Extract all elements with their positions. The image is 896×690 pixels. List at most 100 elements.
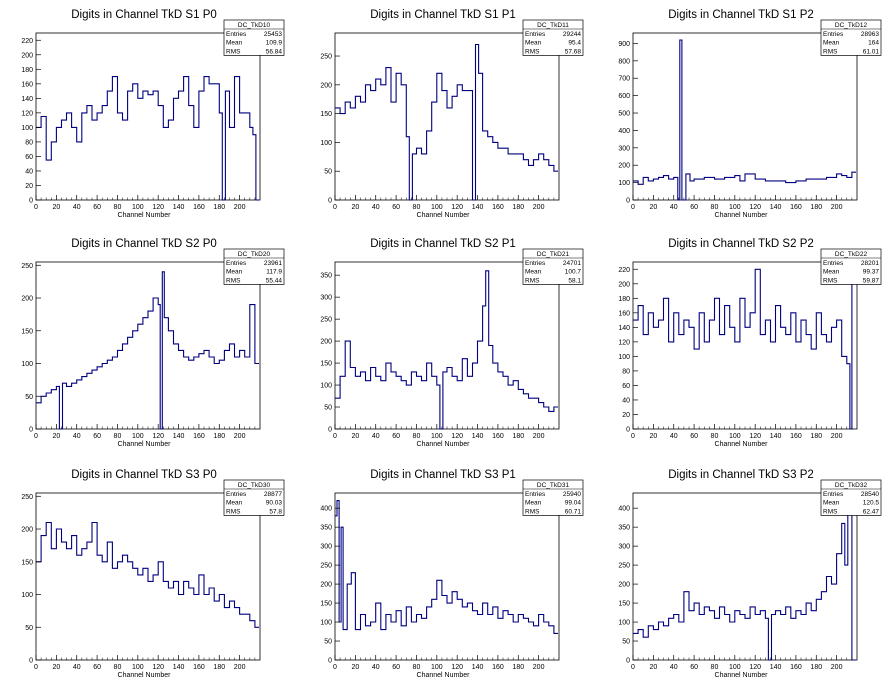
x-tick-label: 80 [413,204,421,211]
x-tick-label: 20 [649,664,657,671]
chart-panel-7: Digits in Channel TkD S3 P1 0 20 40 60 80 100 1… [320,469,584,679]
chart-title: Digits in Channel TkD S3 P0 [71,469,217,481]
stats-label: RMS [525,277,540,284]
stats-box-frame [522,479,584,516]
y-tick-label: 350 [320,273,332,280]
stats-box-frame [820,248,882,285]
y-tick-label: 100 [21,125,33,132]
stats-label: Mean [226,269,243,276]
stats-box: DC_TkD20 Entries 23961 Mean 117.9 RMS 55.44 [223,248,285,285]
stats-label: Mean [823,500,840,507]
x-tick-label: 0 [631,664,635,671]
stats-box-frame [223,19,285,56]
x-tick-label: 160 [790,204,802,211]
stats-value: 25453 [264,31,282,38]
chart-title: Digits in Channel TkD S2 P2 [668,238,814,250]
stats-value: 28201 [861,260,879,267]
stats-box-frame [820,19,882,56]
x-tick-label: 120 [451,664,463,671]
y-tick-label: 50 [25,394,33,401]
x-tick-label: 180 [213,204,225,211]
stats-label: RMS [525,508,540,515]
y-tick-label: 40 [25,168,33,175]
y-tick-label: 250 [618,563,630,570]
y-tick-label: 80 [25,139,33,146]
y-tick-label: 0 [626,427,630,434]
x-tick-label: 180 [213,664,225,671]
x-tick-label: 20 [351,433,359,440]
histogram-series [633,39,856,201]
stats-value: 99.37 [863,269,880,276]
x-tick-label: 180 [512,433,524,440]
stats-box-name: DC_TkD31 [537,482,570,489]
x-tick-label: 140 [472,664,484,671]
y-tick-label: 160 [618,310,630,317]
stats-value: 28963 [861,31,879,38]
x-tick-label: 0 [333,204,337,211]
x-tick-label: 40 [372,664,380,671]
stats-value: 62.47 [863,508,880,515]
x-tick-label: 120 [749,204,761,211]
stats-box: DC_TkD11 Entries 29244 Mean 95.4 RMS 57.68 [522,19,584,56]
x-tick-label: 80 [711,433,719,440]
stats-value: 100.7 [565,269,582,276]
histogram-series [633,268,856,430]
stats-box-frame [522,19,584,56]
x-tick-label: 0 [333,664,337,671]
y-tick-label: 50 [324,405,332,412]
chart-title: Digits in Channel TkD S1 P1 [370,9,516,21]
x-axis-label: Channel Number [715,672,769,679]
x-tick-label: 120 [152,433,164,440]
y-tick-label: 200 [320,582,332,589]
x-axis-label: Channel Number [417,672,471,679]
stats-value: 24701 [563,260,581,267]
x-axis-label: Channel Number [417,212,471,219]
stats-box-name: DC_TkD22 [835,251,868,258]
x-tick-label: 140 [770,433,782,440]
x-tick-label: 100 [132,664,144,671]
x-tick-label: 100 [729,204,741,211]
y-tick-label: 350 [618,525,630,532]
x-tick-label: 80 [114,433,122,440]
stats-box: DC_TkD30 Entries 28877 Mean 90.03 RMS 57.8 [223,479,285,516]
y-tick-label: 40 [622,397,630,404]
stats-value: 23961 [264,260,282,267]
x-tick-label: 80 [711,664,719,671]
plot-frame [334,492,560,661]
x-axis-label: Channel Number [118,441,172,448]
x-tick-label: 200 [533,433,545,440]
y-tick-label: 150 [320,111,332,118]
x-tick-label: 40 [73,204,81,211]
stats-value: 120.5 [863,500,880,507]
x-tick-label: 60 [93,204,101,211]
stats-label: Entries [226,491,247,498]
y-tick-label: 400 [618,506,630,513]
x-tick-label: 0 [333,433,337,440]
x-tick-label: 180 [810,204,822,211]
x-tick-label: 140 [173,204,185,211]
y-tick-label: 900 [618,41,630,48]
chart-panel-3: Digits in Channel TkD S2 P0 0 20 40 60 80 100 1… [21,238,285,448]
x-tick-label: 160 [193,204,205,211]
y-tick-label: 180 [21,67,33,74]
y-tick-label: 200 [618,582,630,589]
x-tick-label: 80 [114,664,122,671]
y-tick-label: 0 [328,198,332,205]
stats-value: 25940 [563,491,581,498]
x-tick-label: 40 [73,433,81,440]
x-tick-label: 200 [831,664,843,671]
y-tick-label: 50 [622,639,630,646]
y-tick-label: 200 [320,339,332,346]
x-tick-label: 120 [451,433,463,440]
y-tick-label: 150 [618,601,630,608]
stats-label: Entries [823,31,844,38]
y-tick-label: 400 [320,506,332,513]
stats-label: Mean [525,500,542,507]
x-axis-label: Channel Number [715,212,769,219]
y-tick-label: 0 [328,658,332,665]
histogram-series [36,521,259,628]
y-tick-label: 200 [618,163,630,170]
stats-label: Mean [525,269,542,276]
stats-value: 28877 [264,491,282,498]
